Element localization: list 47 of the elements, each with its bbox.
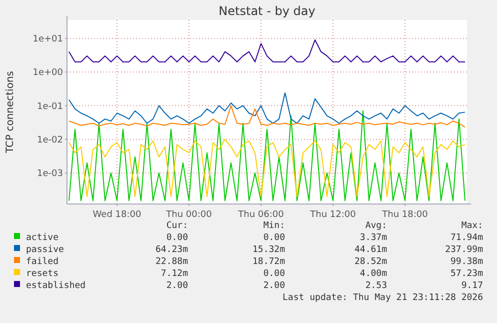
line-series <box>68 138 466 198</box>
text: 7.12m <box>160 269 188 279</box>
x-tick-label: Thu 12:00 <box>309 210 356 220</box>
line-series <box>68 92 466 124</box>
text: Last update: Thu May 21 23:11:28 2026 <box>282 293 483 303</box>
text: 22.88m <box>155 257 188 267</box>
text: 0.00 <box>263 269 285 279</box>
legend-label: failed <box>26 257 59 267</box>
y-tick-label: 1e-01 <box>37 102 63 112</box>
x-tick-label: Thu 18:00 <box>381 210 428 220</box>
y-tick-label: 1e+01 <box>32 34 63 44</box>
text: 28.52m <box>354 257 387 267</box>
text: 2.53 <box>365 281 387 291</box>
x-tick-label: Thu 00:00 <box>165 210 212 220</box>
text: Max: <box>461 221 483 231</box>
text: 4.00m <box>360 269 387 279</box>
legend-label: established <box>26 281 86 291</box>
text: 99.38m <box>450 257 483 267</box>
text: 44.61m <box>354 245 387 255</box>
text: 71.94m <box>450 233 483 243</box>
text: 64.23m <box>155 245 188 255</box>
text: 18.72m <box>252 257 285 267</box>
text: 0.00 <box>263 233 285 243</box>
legend-label: passive <box>26 245 64 255</box>
text: 15.32m <box>252 245 285 255</box>
y-axis-title: TCP connections <box>5 70 16 154</box>
text: 57.23m <box>450 269 483 279</box>
text: 2.00 <box>263 281 285 291</box>
y-tick-label: 1e+00 <box>32 68 64 78</box>
legend-label: resets <box>26 269 59 279</box>
line-series <box>68 39 466 62</box>
y-tick-label: 1e-02 <box>37 135 63 146</box>
text: Cur: <box>166 221 188 231</box>
chart-title: Netstat - by day <box>218 4 316 18</box>
text: 9.17 <box>461 281 483 291</box>
text: 0.00 <box>166 233 188 243</box>
y-tick-label: 1e-03 <box>37 169 63 180</box>
text: 237.99m <box>445 245 483 255</box>
text: Min: <box>263 221 285 231</box>
x-tick-label: Thu 06:00 <box>237 210 284 220</box>
text: 3.37m <box>360 233 387 243</box>
line-series <box>68 105 466 128</box>
text: 2.00 <box>166 281 188 291</box>
x-tick-label: Wed 18:00 <box>92 210 142 220</box>
line-series <box>68 110 466 202</box>
text: Avg: <box>365 221 387 231</box>
legend-label: active <box>26 233 59 243</box>
